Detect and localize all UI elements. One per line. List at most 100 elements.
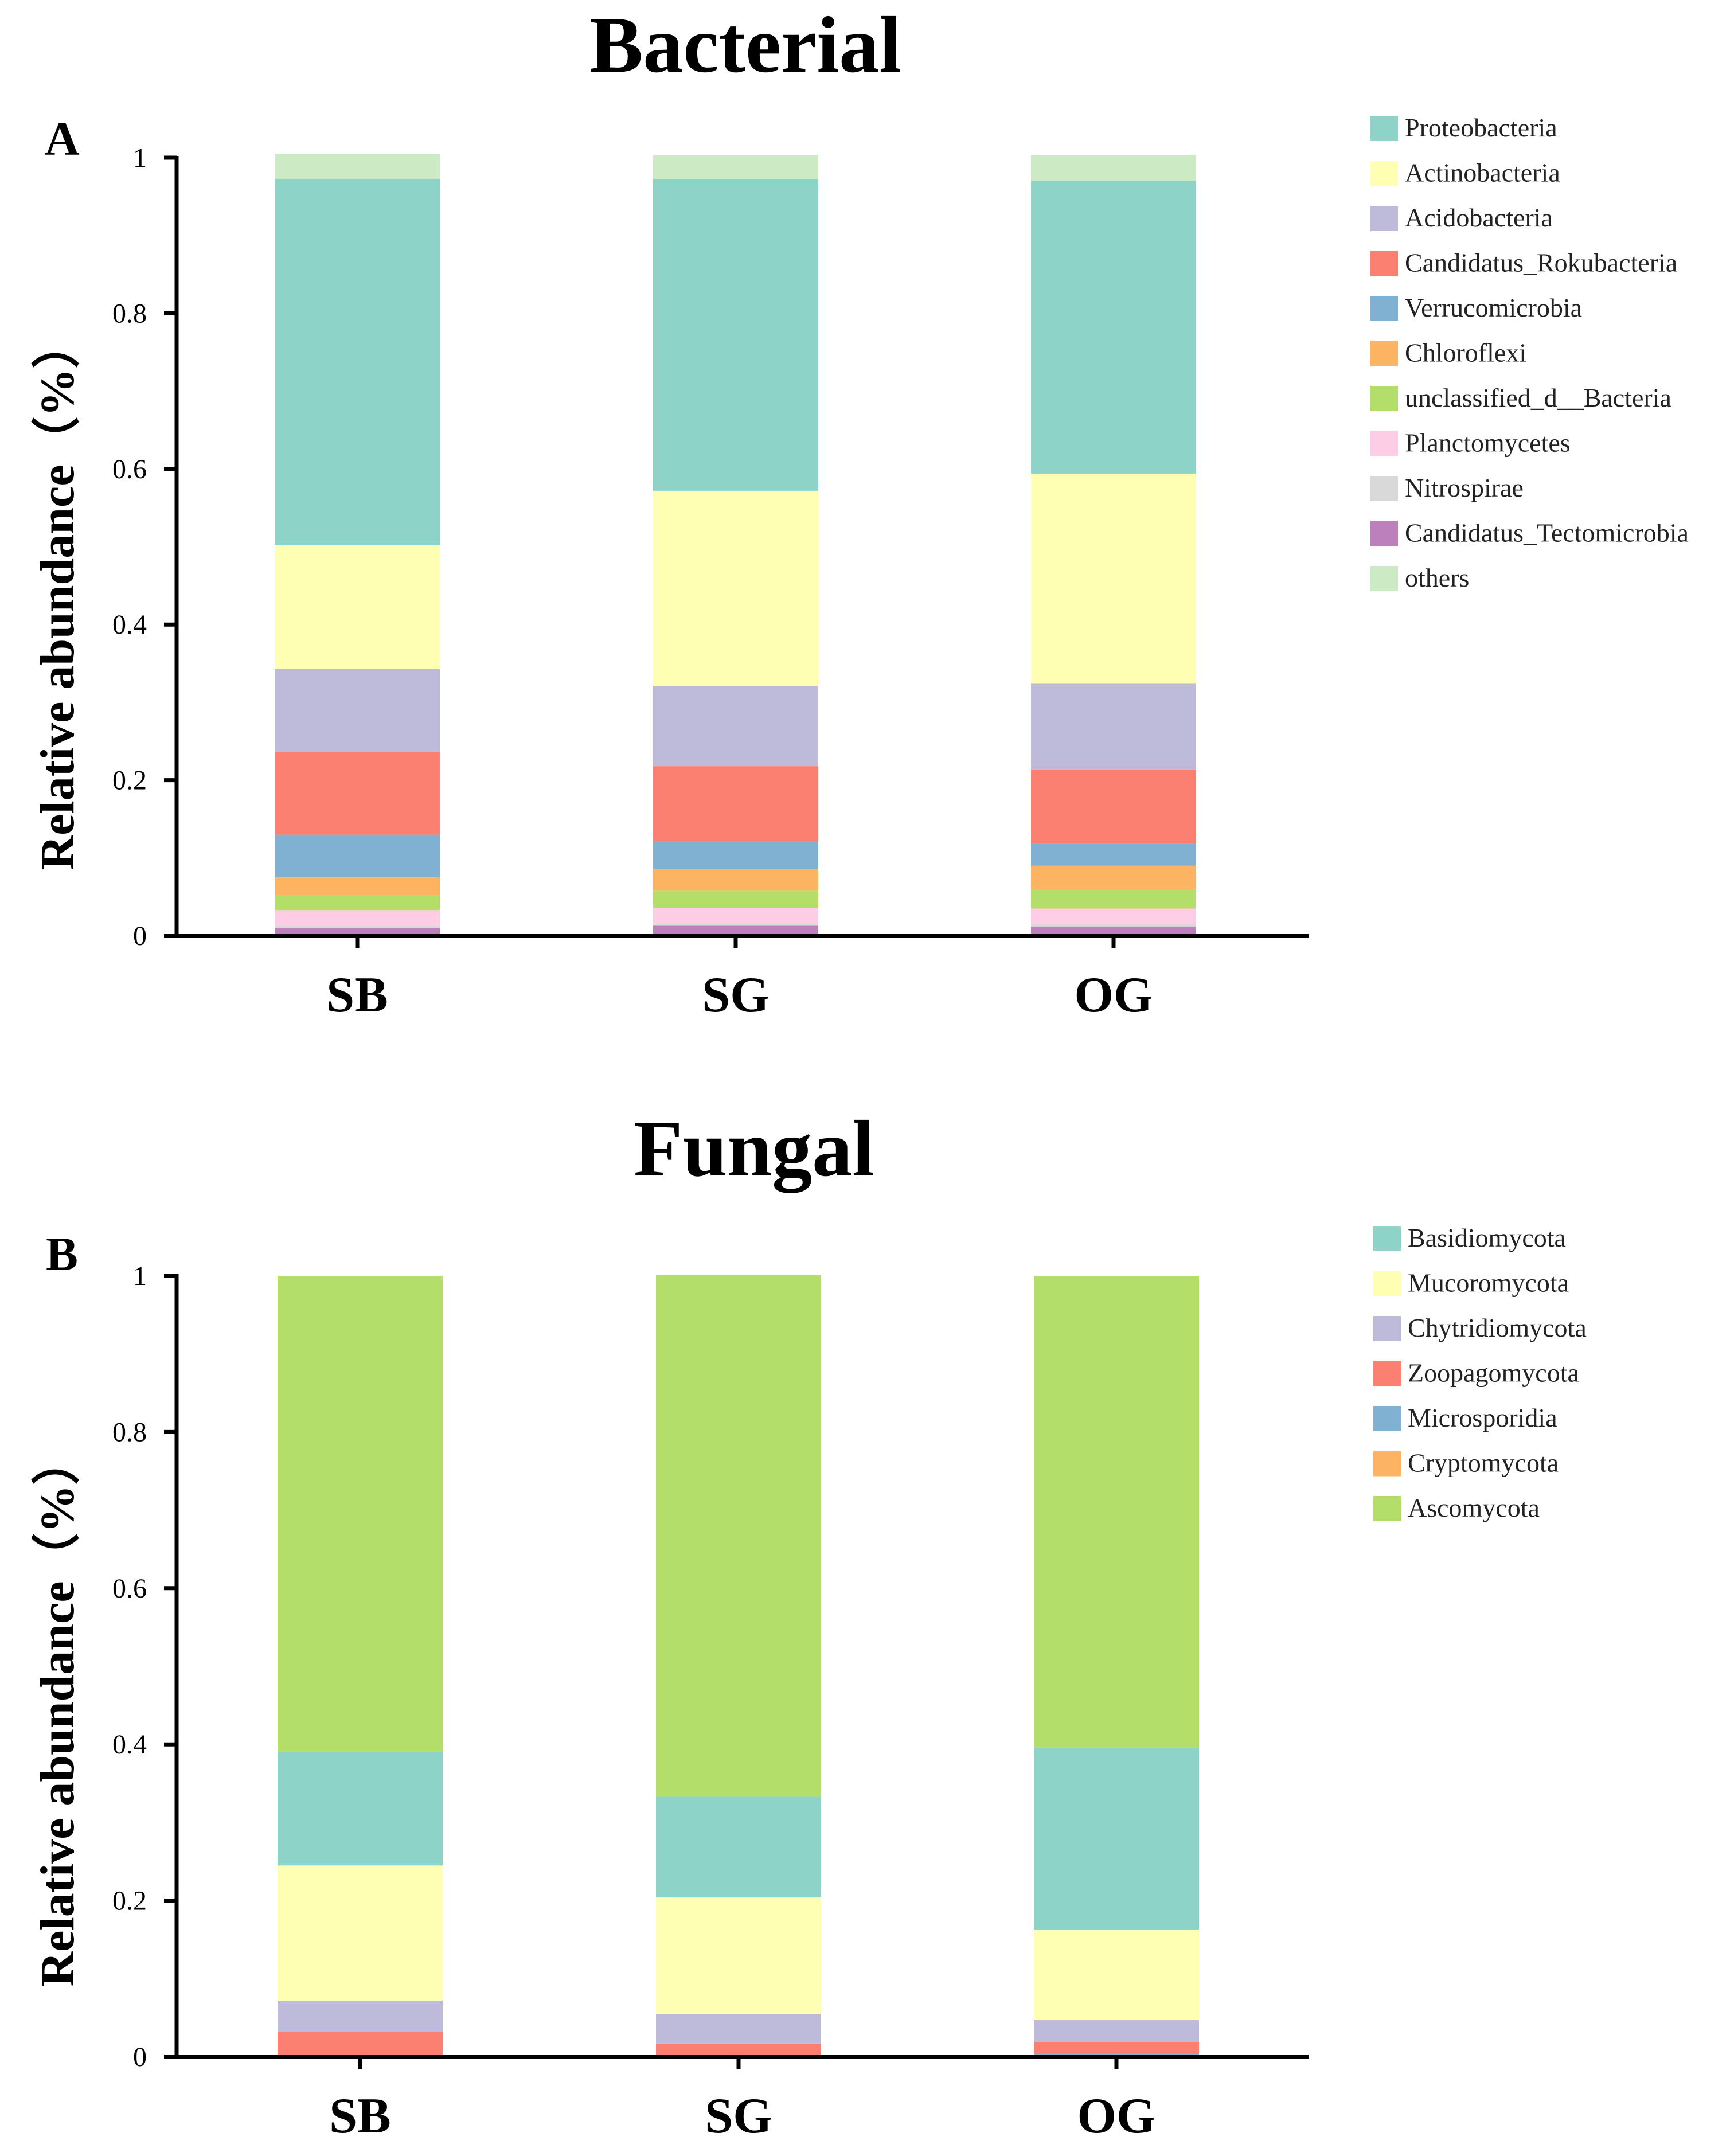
chart-a-y-tick-label: 0.6 [112, 454, 147, 485]
chart-a-legend-label: others [1405, 563, 1469, 592]
chart-b-legend-label: Basidiomycota [1408, 1223, 1566, 1252]
chart-a-x-tick-label-og: OG [1075, 967, 1153, 1023]
chart-a-bar-sg-chloroflexi [653, 869, 818, 891]
chart-a-bar-sg-planctomycetes [653, 908, 818, 924]
chart-b-y-axis-label: Relative abundance（%） [31, 1436, 84, 1986]
chart-b-legend-swatch [1373, 1361, 1401, 1386]
chart-a-bar-sg-unclassified-d-bacteria [653, 890, 818, 908]
chart-a-bar-sg-actinobacteria [653, 490, 818, 686]
chart-b-bar-sb-zoopagomycota [278, 2032, 443, 2056]
chart-b-legend-swatch [1373, 1451, 1401, 1477]
chart-b-bar-sb-ascomycota [278, 1276, 443, 1752]
chart-a-bar-og-unclassified-d-bacteria [1031, 889, 1196, 909]
chart-b-y-tick-label: 0.6 [112, 1573, 147, 1604]
chart-a-legend-swatch [1370, 386, 1398, 411]
chart-a-bar-sg-proteobacteria [653, 179, 818, 491]
chart-a-bar-og-verrucomicrobia [1031, 843, 1196, 866]
chart-a-y-tick-label: 0 [133, 921, 147, 951]
chart-a-legend-label: Verrucomicrobia [1405, 293, 1582, 322]
chart-a-legend-swatch [1370, 431, 1398, 456]
chart-b-bar-sg-ascomycota [656, 1275, 821, 1797]
chart-b-x-tick-label-sg: SG [705, 2088, 772, 2144]
chart-b-bar-sg-mucoromycota [656, 1897, 821, 2014]
chart-a-bar-sb-others [275, 154, 440, 179]
chart-b-bar-sg-chytridiomycota [656, 2014, 821, 2044]
chart-b-legend-label: Cryptomycota [1408, 1448, 1559, 1478]
chart-b-legend-swatch [1373, 1271, 1401, 1296]
chart-a-legend-swatch [1370, 161, 1398, 186]
chart-a-legend-label: Nitrospirae [1405, 473, 1524, 502]
chart-a-bar-sg-acidobacteria [653, 686, 818, 767]
chart-b-y-tick-label: 0.4 [112, 1729, 147, 1760]
chart-b-bar-sg-basidiomycota [656, 1796, 821, 1898]
chart-a-legend-swatch [1370, 566, 1398, 591]
chart-a-legend-label: Actinobacteria [1405, 158, 1560, 188]
chart-a-bar-sb-proteobacteria [275, 178, 440, 545]
chart-a-y-tick-label: 0.4 [112, 610, 147, 640]
chart-a-bar-sg-nitrospirae [653, 923, 818, 926]
chart-b-x-tick-label-og: OG [1077, 2088, 1156, 2144]
chart-b-bar-sb-basidiomycota [278, 1752, 443, 1866]
chart-b-bar-og-ascomycota [1034, 1276, 1199, 1748]
chart-b-legend-label: Zoopagomycota [1408, 1358, 1579, 1388]
chart-b-y-tick-label: 1 [133, 1261, 147, 1291]
chart-a-legend-label: Chloroflexi [1405, 338, 1526, 368]
chart-b-title: Fungal [634, 1104, 874, 1193]
chart-a-bar-og-acidobacteria [1031, 683, 1196, 770]
chart-a-x-tick-label-sb: SB [326, 967, 388, 1023]
panel-b: Fungal B Relative abundance（%） 0 0.2 0.4 0.… [31, 1104, 1587, 2144]
chart-b-x-tick-label-sb: SB [329, 2088, 391, 2144]
chart-a-bar-sb-actinobacteria [275, 545, 440, 669]
chart-b-bar-sb-mucoromycota [278, 1865, 443, 2001]
chart-a-legend-label: Candidatus_Rokubacteria [1405, 248, 1677, 278]
chart-b-bar-og-zoopagomycota [1034, 2042, 1199, 2054]
chart-b-legend-swatch [1373, 1316, 1401, 1341]
panel-a: Bacterial A Relative abundance（%） 0 0.2 0.… [31, 1, 1689, 1023]
chart-a-legend-swatch [1370, 521, 1398, 546]
chart-a-legend-label: Acidobacteria [1405, 203, 1553, 232]
chart-a-legend-swatch [1370, 116, 1398, 141]
chart-b-plot: 0 0.2 0.4 0.6 0.8 1 SB SG OG [112, 1261, 1309, 2144]
chart-b-legend-swatch [1373, 1406, 1401, 1431]
chart-b-legend: Basidiomycota Mucoromycota Chytridiomycota… [1373, 1223, 1587, 1522]
chart-a-plot: 0 0.2 0.4 0.6 0.8 1 SB SG OG [112, 143, 1309, 1023]
chart-a-bar-og-candidatus-rokubacteria [1031, 770, 1196, 844]
chart-a-bar-sg-candidatus-rokubacteria [653, 766, 818, 842]
chart-b-legend-label: Ascomycota [1408, 1493, 1540, 1522]
chart-a-bar-sb-unclassified-d-bacteria [275, 895, 440, 911]
chart-a-bar-og-others [1031, 155, 1196, 181]
chart-a-bar-sg-verrucomicrobia [653, 841, 818, 869]
chart-a-y-tick-label: 0.8 [112, 298, 147, 329]
chart-a-legend-swatch [1370, 476, 1398, 501]
panel-b-letter: B [46, 1228, 78, 1281]
chart-a-legend-label: unclassified_d__Bacteria [1405, 383, 1671, 412]
chart-b-y-tick-label: 0 [133, 2042, 147, 2072]
chart-b-legend-swatch [1373, 1226, 1401, 1251]
chart-a-legend: Proteobacteria Actinobacteria Acidobacteri… [1370, 113, 1689, 592]
chart-b-bar-sg-zoopagomycota [656, 2043, 821, 2056]
chart-b-legend-label: Chytridiomycota [1408, 1313, 1587, 1342]
chart-a-legend-label: Proteobacteria [1405, 113, 1557, 142]
chart-a-bar-og-chloroflexi [1031, 865, 1196, 889]
chart-a-title: Bacterial [589, 1, 901, 89]
chart-b-legend-label: Microsporidia [1408, 1403, 1557, 1432]
chart-a-y-tick-label: 0.2 [112, 765, 147, 796]
chart-a-y-tick-label: 1 [133, 143, 147, 173]
chart-b-y-tick-label: 0.8 [112, 1417, 147, 1447]
chart-a-bar-sb-nitrospirae [275, 925, 440, 928]
chart-b-legend-swatch [1373, 1496, 1401, 1521]
chart-a-bar-og-proteobacteria [1031, 181, 1196, 474]
chart-a-bar-sb-acidobacteria [275, 669, 440, 752]
chart-a-bar-og-actinobacteria [1031, 473, 1196, 684]
chart-a-x-tick-label-sg: SG [702, 967, 769, 1023]
chart-b-bar-og-mucoromycota [1034, 1929, 1199, 2020]
chart-a-legend-swatch [1370, 296, 1398, 321]
chart-a-legend-swatch [1370, 341, 1398, 366]
chart-a-bar-sg-candidatus-tectomicrobia [653, 925, 818, 936]
chart-a-bar-sb-candidatus-rokubacteria [275, 752, 440, 835]
chart-b-y-tick-label: 0.2 [112, 1886, 147, 1916]
chart-a-legend-label: Candidatus_Tectomicrobia [1405, 518, 1689, 548]
chart-a-legend-label: Planctomycetes [1405, 428, 1571, 458]
chart-b-bar-sb-chytridiomycota [278, 2000, 443, 2032]
